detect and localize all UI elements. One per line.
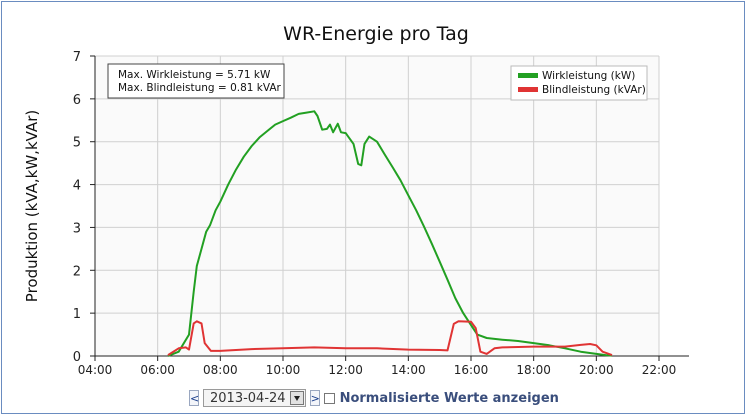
x-tick-label: 06:00 bbox=[140, 363, 175, 377]
x-tick-label: 04:00 bbox=[78, 363, 113, 377]
normalize-label: Normalisierte Werte anzeigen bbox=[339, 390, 559, 406]
axes: 04:00 06:00 08:00 10:00 12:00 14:00 16:00 18:00… bbox=[73, 50, 689, 377]
series-line-wirkleistung bbox=[167, 110, 613, 357]
plot-background bbox=[95, 56, 659, 356]
chart-title: WR-Energie pro Tag bbox=[283, 23, 469, 45]
y-tick-label: 3 bbox=[73, 221, 81, 236]
date-controls: < 2013-04-24 > Normalisierte Werte anzei… bbox=[189, 388, 559, 408]
annotation-text: Max. Blindleistung = 0.81 kVAr bbox=[118, 82, 282, 94]
x-tick-label: 14:00 bbox=[391, 363, 426, 377]
y-tick-label: 0 bbox=[73, 350, 81, 365]
x-tick-label: 10:00 bbox=[266, 363, 301, 377]
series-group bbox=[167, 110, 613, 357]
prev-day-button[interactable]: < bbox=[189, 390, 200, 406]
x-tick-label: 16:00 bbox=[454, 363, 489, 377]
x-tick-label: 22:00 bbox=[642, 363, 677, 377]
y-tick-label: 6 bbox=[73, 93, 81, 108]
normalize-checkbox[interactable] bbox=[323, 392, 335, 404]
date-select[interactable]: 2013-04-24 bbox=[203, 389, 306, 407]
date-value: 2013-04-24 bbox=[210, 390, 286, 406]
legend-label: Wirkleistung (kW) bbox=[542, 70, 635, 82]
y-axis-label: Produktion (kVA,kW,kVAr) bbox=[23, 110, 41, 302]
legend-frame bbox=[510, 65, 648, 101]
x-tick-label: 18:00 bbox=[516, 363, 551, 377]
x-tick-label: 08:00 bbox=[203, 363, 238, 377]
next-day-button[interactable]: > bbox=[309, 390, 320, 406]
annotation-frame bbox=[107, 63, 285, 99]
series-line-blindleistung bbox=[167, 320, 613, 357]
x-tick-label: 20:00 bbox=[579, 363, 614, 377]
legend-swatch bbox=[518, 87, 538, 92]
plot-area bbox=[95, 56, 659, 356]
y-tick-label: 7 bbox=[73, 50, 81, 65]
legend-swatch bbox=[518, 73, 538, 78]
y-tick-label: 4 bbox=[73, 179, 81, 194]
y-tick-label: 1 bbox=[73, 307, 81, 322]
y-tick-label: 5 bbox=[73, 136, 81, 151]
y-tick-label: 2 bbox=[73, 264, 81, 279]
chevron-down-icon[interactable] bbox=[289, 391, 304, 405]
legend: Wirkleistung (kW) Blindleistung (kVAr) bbox=[510, 65, 648, 101]
legend-label: Blindleistung (kVAr) bbox=[542, 84, 646, 96]
x-tick-label: 12:00 bbox=[328, 363, 363, 377]
annotation-text: Max. Wirkleistung = 5.71 kW bbox=[118, 69, 271, 81]
